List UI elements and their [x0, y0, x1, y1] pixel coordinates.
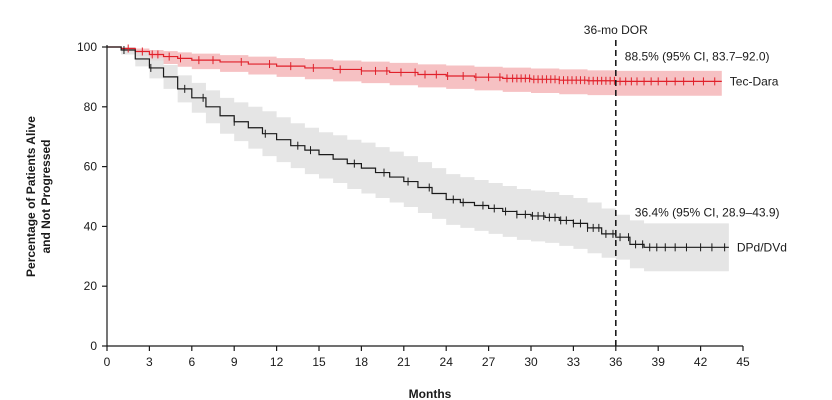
x-axis-title: Months	[409, 387, 452, 400]
dpd-dvd-ci-band	[107, 47, 729, 272]
x-tick-label: 3	[146, 355, 153, 369]
tec-dara-annotation: 88.5% (95% CI, 83.7–92.0)	[625, 49, 770, 63]
x-tick-label: 33	[567, 355, 581, 369]
x-tick-label: 42	[694, 355, 708, 369]
x-tick-label: 12	[270, 355, 284, 369]
dpd-dvd-annotation: 36.4% (95% CI, 28.9–43.9)	[635, 205, 780, 219]
x-tick-label: 36	[609, 355, 623, 369]
x-tick-label: 27	[482, 355, 496, 369]
x-tick-label: 24	[440, 355, 454, 369]
x-tick-label: 39	[652, 355, 666, 369]
legend-tec-dara: Tec-Dara	[730, 74, 779, 88]
legend-dpd-dvd: DPd/DVd	[737, 240, 787, 254]
x-tick-label: 9	[231, 355, 238, 369]
x-tick-label: 15	[312, 355, 326, 369]
y-axis-title-line1: Percentage of Patients Alive	[24, 116, 38, 277]
y-tick-label: 80	[84, 100, 98, 114]
vline-label: 36-mo DOR	[584, 23, 648, 37]
y-tick-label: 60	[84, 160, 98, 174]
x-tick-label: 18	[355, 355, 369, 369]
y-axis-title: Percentage of Patients Alive and Not Pro…	[24, 116, 53, 277]
x-tick-label: 0	[104, 355, 111, 369]
x-tick-label: 45	[736, 355, 750, 369]
y-tick-label: 20	[84, 279, 98, 293]
y-axis-ticks: 0 20 40 60 80 100	[77, 40, 107, 353]
x-tick-label: 6	[188, 355, 195, 369]
x-axis-ticks: 0 3 6 9 12 15 18 21 24 27 30 33 36 39 42 45	[104, 346, 750, 369]
x-tick-label: 21	[397, 355, 411, 369]
y-axis-title-line2: and Not Progressed	[39, 139, 53, 253]
y-tick-label: 100	[77, 40, 97, 54]
y-tick-label: 40	[84, 219, 98, 233]
x-tick-label: 30	[524, 355, 538, 369]
censor-marks	[123, 44, 726, 252]
y-tick-label: 0	[90, 339, 97, 353]
confidence-bands	[107, 47, 729, 272]
